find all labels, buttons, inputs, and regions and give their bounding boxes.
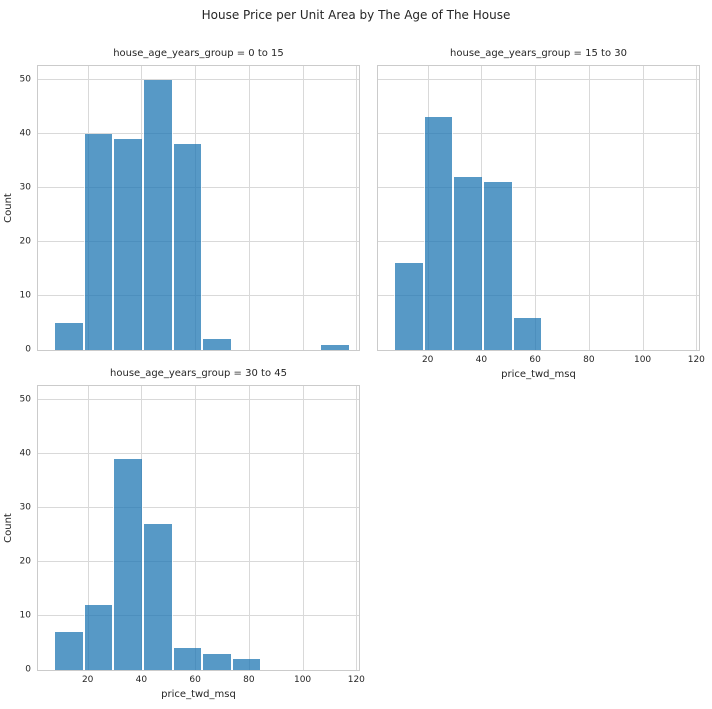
gridline-horizontal xyxy=(38,398,359,400)
histogram-bar xyxy=(453,176,484,350)
histogram-bar xyxy=(231,659,262,670)
gridline-vertical xyxy=(696,66,698,350)
histogram-bar xyxy=(54,322,84,350)
x-axis-label: price_twd_msq xyxy=(501,369,576,380)
y-tick-label: 40 xyxy=(19,448,31,459)
x-tick-label: 80 xyxy=(583,355,595,365)
histogram-bar xyxy=(83,133,114,350)
y-tick-label: 50 xyxy=(19,394,31,405)
facet-plot-3: house_age_years_group = 30 to 45 0 10 20 30 4… xyxy=(3,368,365,700)
y-tick-label: 10 xyxy=(19,290,31,301)
y-tick-label: 20 xyxy=(19,236,31,247)
histogram-bar xyxy=(320,344,350,350)
facet-title: house_age_years_group = 30 to 45 xyxy=(110,368,287,379)
facet-plot-1: house_age_years_group = 0 to 15 0 10 20 30 40… xyxy=(3,48,360,355)
gridline-horizontal xyxy=(378,78,699,80)
histogram-bar xyxy=(512,317,543,350)
y-tick-label: 30 xyxy=(19,182,31,193)
facet-plot-2: house_age_years_group = 15 to 30 20 40 60 80… xyxy=(377,48,705,380)
x-tick-label: 120 xyxy=(347,675,365,685)
x-tick-label: 80 xyxy=(243,675,255,685)
x-tick-label: 40 xyxy=(475,355,488,365)
x-tick-label: 20 xyxy=(81,675,94,685)
gridline-horizontal xyxy=(38,560,359,562)
gridline-vertical xyxy=(248,66,250,350)
facet-title: house_age_years_group = 0 to 15 xyxy=(113,48,284,59)
histogram-bar xyxy=(202,653,232,670)
x-tick-label: 100 xyxy=(293,675,312,685)
x-axis-label: price_twd_msq xyxy=(161,689,236,700)
histogram-bar xyxy=(83,605,114,670)
facet-title: house_age_years_group = 15 to 30 xyxy=(450,48,627,59)
gridline-horizontal xyxy=(378,132,699,134)
gridline-vertical xyxy=(535,66,537,350)
y-axis-label: Count xyxy=(3,513,14,543)
gridline-horizontal xyxy=(378,186,699,188)
x-tick-label: 60 xyxy=(529,355,541,365)
y-axis-label: Count xyxy=(3,193,14,223)
y-tick-label: 0 xyxy=(25,344,31,355)
gridline-horizontal xyxy=(38,132,359,134)
y-tick-label: 10 xyxy=(19,610,31,621)
x-tick-label: 40 xyxy=(135,675,148,685)
histogram-bar xyxy=(483,182,513,350)
x-tick-label: 60 xyxy=(189,675,201,685)
y-tick-label: 20 xyxy=(19,556,31,567)
y-tick-label: 50 xyxy=(19,74,31,85)
histogram-bar xyxy=(423,117,454,350)
histogram-bar xyxy=(202,339,232,350)
histogram-bar xyxy=(172,648,203,670)
gridline-horizontal xyxy=(38,78,359,80)
gridline-vertical xyxy=(87,386,89,670)
gridline-vertical xyxy=(195,386,197,670)
gridline-vertical xyxy=(642,66,644,350)
histogram-bar xyxy=(54,632,84,670)
histogram-bar xyxy=(113,139,144,350)
gridline-horizontal xyxy=(38,506,359,508)
gridline-vertical xyxy=(356,386,358,670)
gridline-vertical xyxy=(588,66,590,350)
figure-title: House Price per Unit Area by The Age of … xyxy=(201,8,511,22)
y-tick-label: 40 xyxy=(19,128,31,139)
x-tick-label: 20 xyxy=(421,355,434,365)
gridline-vertical xyxy=(356,66,358,350)
gridline-vertical xyxy=(248,386,250,670)
gridline-vertical xyxy=(302,386,304,670)
gridline-horizontal xyxy=(378,240,699,242)
histogram-bar xyxy=(394,263,424,350)
histogram-bar xyxy=(172,144,203,350)
y-tick-label: 30 xyxy=(19,502,31,513)
x-tick-label: 120 xyxy=(687,355,705,365)
histogram-bar xyxy=(113,459,144,670)
histogram-bar xyxy=(143,523,173,670)
x-tick-label: 100 xyxy=(633,355,652,365)
histogram-bar xyxy=(143,79,173,350)
y-tick-label: 0 xyxy=(25,664,31,675)
gridline-horizontal xyxy=(38,614,359,616)
gridline-vertical xyxy=(302,66,304,350)
gridline-horizontal xyxy=(38,452,359,454)
gridline-horizontal xyxy=(378,294,699,296)
